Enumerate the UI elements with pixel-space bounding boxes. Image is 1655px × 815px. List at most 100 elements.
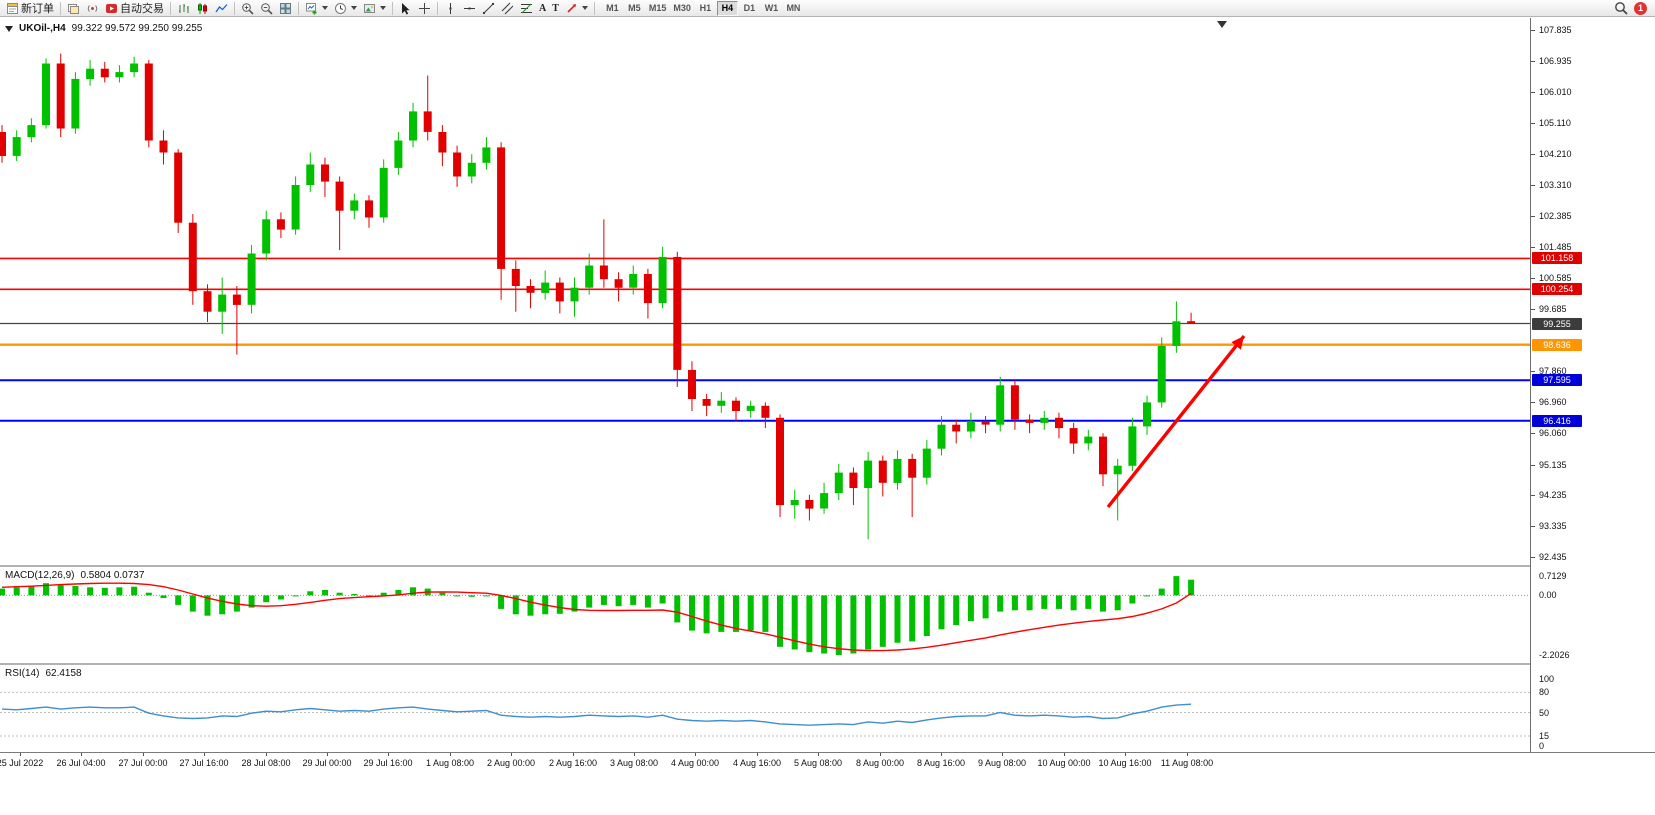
tile-windows-button[interactable]	[276, 0, 295, 16]
signals-button[interactable]	[83, 0, 102, 16]
timeframe-button-m15[interactable]: M15	[646, 1, 670, 16]
channel-icon	[501, 2, 514, 14]
cursor-tool-button[interactable]	[396, 0, 415, 16]
macd-scale-label: 0.00	[1539, 590, 1557, 601]
fibonacci-tool-button[interactable]	[517, 0, 536, 16]
new-chart-dropdown-button[interactable]	[302, 0, 331, 16]
candlestick-chart-canvas[interactable]	[0, 18, 1530, 565]
time-tick-mark	[143, 753, 144, 756]
period-dropdown-button[interactable]	[331, 0, 360, 16]
candles	[0, 53, 1196, 540]
zoom-out-icon	[261, 2, 273, 15]
timeframe-button-m30[interactable]: M30	[670, 1, 694, 16]
time-axis-label: 2 Aug 16:00	[548, 758, 598, 768]
toolbar-separator	[593, 1, 595, 15]
arrow-annotation[interactable]	[1106, 334, 1246, 509]
horizontal-line-tool-button[interactable]	[460, 0, 479, 16]
timeframe-button-m1[interactable]: M1	[602, 1, 623, 16]
macd-values: 0.5804 0.0737	[80, 570, 145, 581]
notification-badge[interactable]: 1	[1634, 1, 1647, 15]
timeframe-button-m5[interactable]: M5	[624, 1, 645, 16]
text-label-tool-icon: T	[552, 2, 559, 14]
time-axis-label: 11 Aug 08:00	[1160, 758, 1214, 768]
vertical-line-tool-button[interactable]	[441, 0, 460, 16]
chart-windows-icon	[68, 3, 79, 14]
main-chart-pane[interactable]: UKOil-,H4 99.322 99.572 99.250 99.255	[0, 18, 1530, 565]
template-image-icon	[364, 3, 375, 13]
timeframe-button-h1[interactable]: H1	[695, 1, 716, 16]
price-tick-label: 105.110	[1539, 118, 1571, 129]
time-axis[interactable]: 25 Jul 2022 26 Jul 04:00 27 Jul 00:00 27 Ju…	[0, 753, 1530, 773]
channel-tool-button[interactable]	[498, 0, 517, 16]
rsi-scale-label: 100	[1539, 674, 1555, 684]
pane-splitter[interactable]	[0, 565, 1655, 567]
price-tick-mark	[1531, 278, 1535, 279]
time-tick-mark	[941, 753, 942, 756]
price-tick-mark	[1531, 61, 1535, 62]
arrows-tool-dropdown-button[interactable]	[562, 0, 591, 16]
time-axis-border	[0, 752, 1655, 753]
price-tick-mark	[1531, 465, 1535, 466]
timeframe-button-h4[interactable]: H4	[716, 0, 738, 16]
chart-area: UKOil-,H4 99.322 99.572 99.250 99.255 MA…	[0, 18, 1655, 815]
price-tick-label: 96.060	[1539, 427, 1567, 438]
macd-scale-label: 0.7129	[1539, 571, 1567, 582]
rsi-canvas[interactable]	[0, 665, 1530, 752]
price-tick-label: 103.310	[1539, 179, 1572, 190]
dropdown-caret-icon	[581, 6, 588, 10]
crosshair-tool-button[interactable]	[415, 0, 434, 16]
price-tick-mark	[1531, 123, 1535, 124]
price-line-badge: 98.636	[1532, 339, 1582, 351]
pane-splitter[interactable]	[0, 663, 1655, 665]
price-tick-label: 92.435	[1539, 551, 1567, 562]
one-click-trading-toggle-icon[interactable]	[5, 25, 13, 32]
time-axis-label: 10 Aug 16:00	[1098, 758, 1152, 768]
timeframe-button-w1[interactable]: W1	[761, 1, 782, 16]
macd-scale-label: -2.2026	[1539, 649, 1570, 660]
bar-chart-mode-button[interactable]	[174, 0, 193, 16]
toolbar-separator	[170, 1, 171, 15]
time-axis-label: 2 Aug 00:00	[486, 758, 536, 768]
zoom-out-button[interactable]	[257, 0, 276, 16]
text-tool-button[interactable]: A	[536, 0, 549, 16]
price-line-badge: 100.254	[1532, 283, 1582, 295]
trendline-tool-button[interactable]	[479, 0, 498, 16]
chart-windows-button[interactable]	[64, 0, 83, 16]
candlestick-mode-button[interactable]	[193, 0, 212, 16]
timeframe-button-mn[interactable]: MN	[783, 1, 804, 16]
rsi-line	[1, 703, 1192, 726]
rsi-pane[interactable]: RSI(14) 62.4158	[0, 665, 1530, 752]
price-tick-mark	[1531, 185, 1535, 186]
price-tick-mark	[1531, 247, 1535, 248]
zoom-in-button[interactable]	[238, 0, 257, 16]
price-tick-mark	[1531, 526, 1535, 527]
price-tick-label: 102.385	[1539, 211, 1572, 222]
price-axis[interactable]: 107.835 106.935 106.010 105.110 104.210 103.3…	[1530, 18, 1655, 752]
chart-shift-marker[interactable]	[1217, 21, 1227, 28]
price-line-badge: 101.158	[1532, 252, 1582, 264]
macd-pane[interactable]: MACD(12,26,9) 0.5804 0.0737	[0, 567, 1530, 663]
time-axis-label: 29 Jul 16:00	[363, 758, 413, 768]
line-chart-icon	[215, 3, 228, 12]
price-line-badge: 96.416	[1532, 415, 1582, 427]
new-order-button[interactable]: 新订单	[3, 0, 57, 16]
price-line-badge: 97.595	[1532, 374, 1582, 386]
timeframe-toolbar: M1 M5 M15 M30 H1 H4 D1 W1 MN	[602, 0, 804, 16]
timeframe-button-d1[interactable]: D1	[739, 1, 760, 16]
new-order-icon	[7, 2, 18, 14]
crosshair-icon	[419, 2, 430, 14]
cursor-icon	[402, 2, 410, 15]
price-tick-label: 107.835	[1539, 24, 1572, 35]
line-chart-mode-button[interactable]	[212, 0, 231, 16]
price-tick-mark	[1531, 371, 1535, 372]
text-label-tool-button[interactable]: T	[549, 0, 562, 16]
macd-canvas[interactable]	[0, 567, 1530, 663]
time-axis-label: 4 Aug 00:00	[670, 758, 720, 768]
template-dropdown-button[interactable]	[360, 0, 389, 16]
tile-windows-icon	[280, 2, 291, 14]
time-axis-label: 10 Aug 00:00	[1037, 758, 1091, 768]
search-button[interactable]	[1611, 0, 1631, 16]
macd-histogram	[0, 576, 1195, 655]
time-axis-label: 25 Jul 2022	[0, 758, 44, 768]
autotrading-button[interactable]: 自动交易	[102, 0, 167, 16]
